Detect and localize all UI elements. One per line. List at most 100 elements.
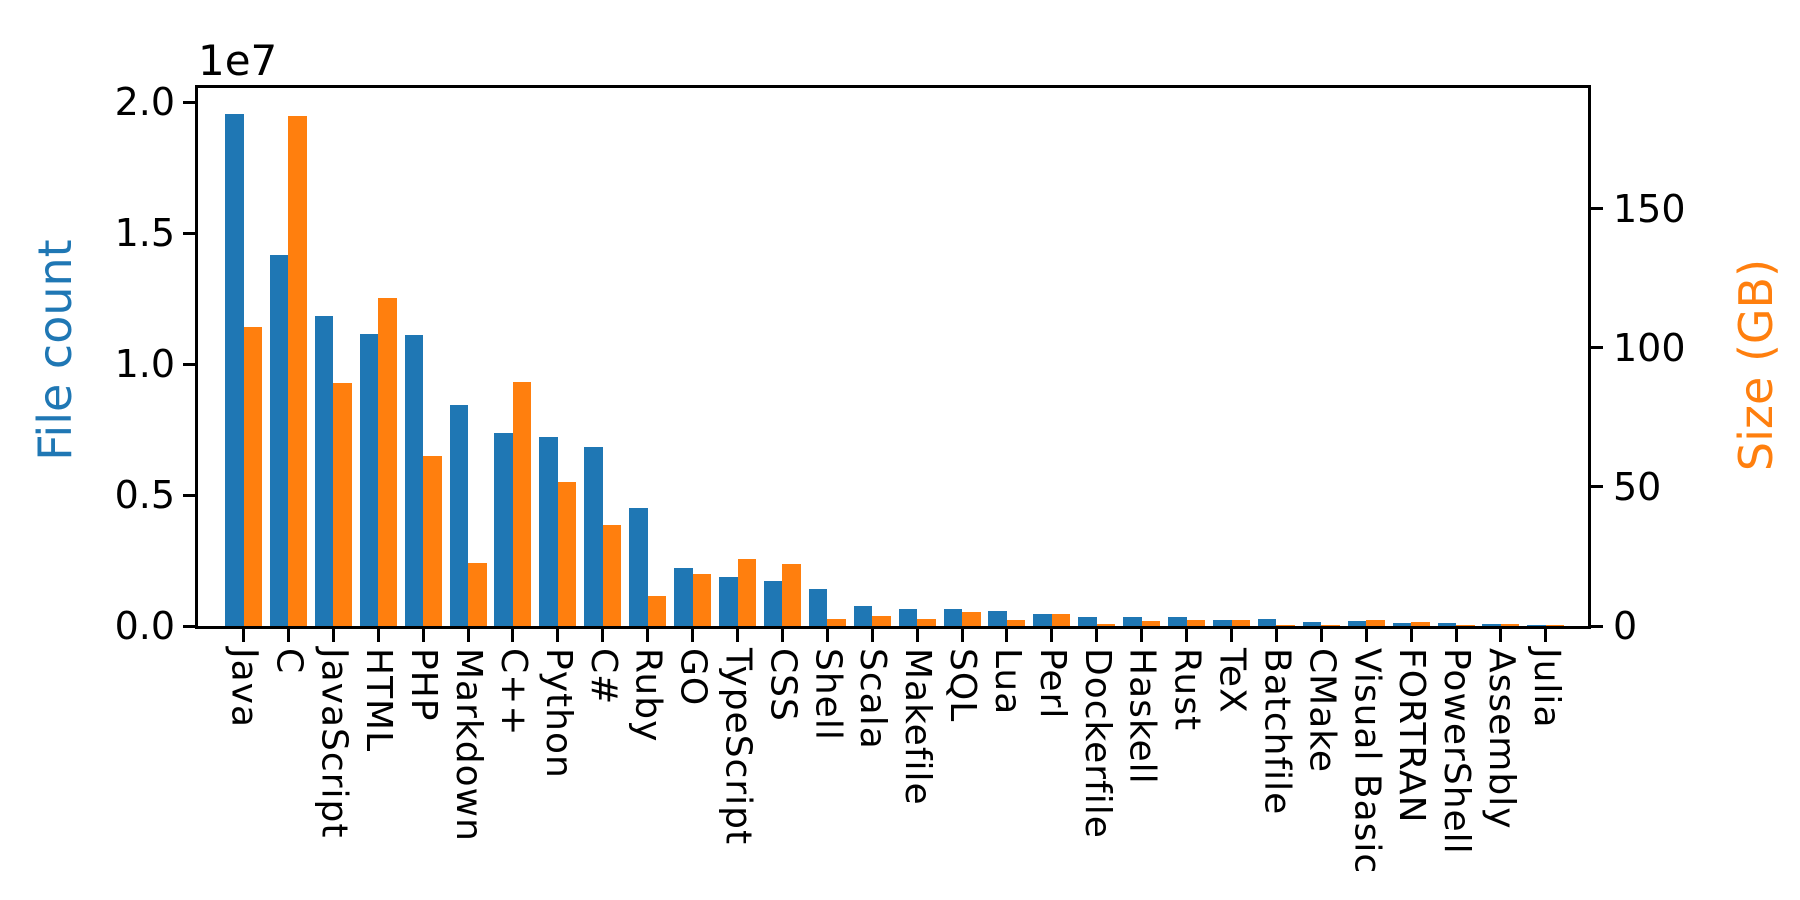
xtick-label-python: Python: [537, 648, 579, 779]
left-ytick-2.0: [183, 100, 195, 104]
bar-file-count-haskell: [1123, 617, 1142, 626]
left-ytick-label-1.0: 1.0: [114, 342, 175, 387]
bar-file-count-c: [494, 433, 513, 626]
bar-file-count-julia: [1527, 624, 1546, 626]
bar-size-gb-assembly: [1500, 624, 1520, 626]
xtick-perl: [1050, 629, 1054, 642]
bar-size-gb-cmake: [1321, 625, 1340, 626]
xtick-label-fortran: FORTRAN: [1391, 648, 1433, 824]
plot-area: [195, 85, 1591, 629]
xtick-label-lua: Lua: [986, 648, 1028, 716]
bar-size-gb-tex: [1231, 620, 1251, 626]
bar-size-gb-go: [692, 573, 712, 626]
xtick-label-sql: SQL: [942, 648, 984, 723]
xtick-label-shell: Shell: [807, 648, 849, 741]
xtick-c: [601, 629, 605, 642]
xtick-typescript: [736, 629, 739, 642]
bar-file-count-powershell: [1437, 622, 1457, 626]
right-ytick-100: [1591, 346, 1603, 350]
bar-size-gb-shell: [827, 618, 846, 626]
xtick-visual-basic: [1364, 629, 1368, 642]
xtick-label-perl: Perl: [1031, 648, 1073, 720]
xtick-label-c: C#: [582, 648, 624, 706]
bar-size-gb-haskell: [1141, 621, 1161, 626]
xtick-label-powershell: PowerShell: [1436, 648, 1478, 855]
bar-file-count-dockerfile: [1078, 616, 1097, 626]
right-ytick-label-50: 50: [1613, 464, 1662, 509]
bar-size-gb-fortran: [1411, 622, 1430, 626]
bar-file-count-sql: [943, 608, 963, 626]
bar-file-count-c: [269, 255, 289, 626]
xtick-label-html: HTML: [358, 648, 400, 753]
xtick-fortran: [1409, 629, 1413, 642]
bar-file-count-c: [584, 447, 603, 626]
bars-layer: [198, 88, 1588, 626]
xtick-java: [242, 629, 245, 642]
bar-size-gb-lua: [1006, 619, 1026, 626]
xtick-label-c: C++: [492, 648, 534, 737]
xtick-javascript: [331, 629, 335, 642]
xtick-makefile: [915, 629, 919, 642]
right-ytick-label-0: 0: [1613, 604, 1638, 648]
bar-size-gb-c: [602, 524, 622, 626]
xtick-ruby: [646, 629, 650, 642]
right-ytick-0: [1591, 624, 1603, 628]
bar-file-count-typescript: [719, 576, 738, 626]
right-ytick-label-100: 100: [1613, 325, 1686, 370]
xtick-label-css: CSS: [762, 648, 804, 722]
xtick-c: [286, 629, 290, 642]
xtick-markdown: [466, 629, 470, 642]
left-ytick-label-0.5: 0.5: [114, 473, 175, 518]
right-ytick-label-150: 150: [1613, 186, 1686, 231]
xtick-label-haskell: Haskell: [1121, 648, 1163, 785]
bar-size-gb-powershell: [1456, 624, 1475, 626]
xtick-powershell: [1454, 629, 1458, 642]
xtick-go: [691, 629, 695, 642]
bar-file-count-markdown: [449, 404, 469, 626]
bar-size-gb-typescript: [737, 559, 756, 626]
bar-file-count-html: [359, 333, 379, 626]
xtick-label-c: C: [268, 648, 310, 675]
xtick-label-assembly: Assembly: [1480, 648, 1522, 830]
bar-size-gb-java: [243, 327, 262, 626]
bar-file-count-lua: [988, 611, 1007, 626]
bar-size-gb-c: [288, 115, 307, 626]
xtick-lua: [1005, 629, 1009, 642]
left-ytick-label-0.0: 0.0: [114, 604, 175, 648]
xtick-python: [556, 629, 560, 642]
bar-size-gb-scala: [872, 616, 891, 626]
xtick-label-javascript: JavaScript: [313, 648, 355, 839]
bar-file-count-rust: [1168, 616, 1187, 626]
xtick-label-markdown: Markdown: [448, 648, 490, 842]
bar-file-count-ruby: [629, 508, 648, 626]
bar-file-count-assembly: [1482, 623, 1501, 626]
bar-size-gb-ruby: [647, 596, 667, 626]
left-ytick-1.5: [183, 231, 195, 235]
bar-file-count-shell: [808, 589, 828, 626]
bar-size-gb-julia: [1545, 625, 1565, 626]
bar-size-gb-makefile: [917, 618, 936, 626]
bar-file-count-php: [404, 334, 424, 626]
bar-file-count-batchfile: [1257, 619, 1277, 626]
bar-file-count-css: [763, 580, 783, 626]
xtick-label-go: GO: [672, 648, 714, 707]
bar-file-count-cmake: [1302, 621, 1322, 626]
left-ytick-label-1.5: 1.5: [114, 211, 175, 256]
xtick-label-tex: TeX: [1211, 648, 1253, 714]
xtick-tex: [1230, 629, 1234, 642]
bar-size-gb-javascript: [333, 382, 352, 626]
bar-file-count-go: [674, 567, 693, 626]
xtick-haskell: [1140, 629, 1144, 642]
y-axis-offset-text: 1e7: [198, 36, 278, 85]
xtick-label-scala: Scala: [852, 648, 894, 750]
left-ytick-label-2.0: 2.0: [114, 80, 175, 125]
bar-file-count-visual-basic: [1347, 621, 1367, 626]
xtick-label-dockerfile: Dockerfile: [1076, 648, 1118, 839]
xtick-sql: [960, 629, 964, 642]
bar-file-count-fortran: [1392, 622, 1412, 626]
bar-file-count-tex: [1213, 620, 1232, 626]
bar-size-gb-dockerfile: [1096, 623, 1116, 626]
xtick-label-php: PHP: [403, 648, 445, 722]
xtick-label-typescript: TypeScript: [717, 648, 759, 846]
bar-size-gb-perl: [1051, 613, 1071, 626]
